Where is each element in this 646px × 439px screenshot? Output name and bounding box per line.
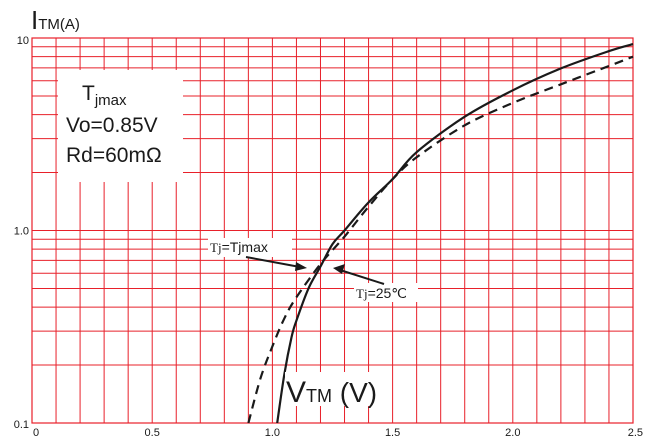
- annotation-tj25-prefix: Tj: [356, 286, 368, 301]
- svg-text:VTM (V): VTM (V): [286, 376, 377, 409]
- info-rd-label: Rd=60mΩ: [66, 144, 162, 167]
- annotation-tj25: Tj=25℃: [333, 264, 418, 302]
- svg-text:Tj=25℃: Tj=25℃: [356, 285, 407, 301]
- info-vo-label: Vo=0.85V: [66, 114, 158, 137]
- svg-text:Tj=Tjmax: Tj=Tjmax: [210, 239, 268, 255]
- info-box: Tjmax Vo=0.85V Rd=60mΩ: [58, 70, 183, 182]
- y-axis-label: ITM(A): [31, 5, 80, 35]
- x-tick-label: 2.0: [505, 427, 520, 439]
- x-tick-label: 0: [33, 427, 39, 439]
- tick-labels: 0 0.5 1.0 1.5 2.0 2.5 0.1 1.0 10: [14, 35, 643, 439]
- info-tj-label: Tjmax: [82, 82, 127, 109]
- x-tick-label: 1.5: [385, 427, 400, 439]
- y-tick-label: 1.0: [14, 226, 29, 238]
- annotation-tj25-text: =25℃: [368, 285, 407, 301]
- annotation-tjmax-prefix: Tj: [210, 240, 222, 255]
- y-tick-label: 0.1: [14, 419, 29, 431]
- plot-frame: [31, 37, 634, 424]
- annotation-tjmax-text: =Tjmax: [222, 239, 268, 255]
- series-line-solid: [276, 43, 634, 424]
- annotation-tjmax-arrow: [245, 256, 301, 268]
- annotation-tj25-arrow: [339, 269, 385, 285]
- y-tick-label: 10: [17, 35, 29, 47]
- series-line-dashed: [247, 55, 634, 424]
- annotation-tjmax: Tj=Tjmax: [208, 238, 307, 271]
- x-tick-label: 0.5: [145, 427, 160, 439]
- curves: [247, 43, 634, 424]
- x-tick-label: 2.5: [628, 427, 643, 439]
- x-tick-label: 1.0: [265, 427, 280, 439]
- annotation-tjmax-arrowhead: [295, 262, 307, 271]
- x-axis-label: VTM (V): [285, 372, 385, 409]
- annotation-tj25-arrowhead: [333, 264, 345, 274]
